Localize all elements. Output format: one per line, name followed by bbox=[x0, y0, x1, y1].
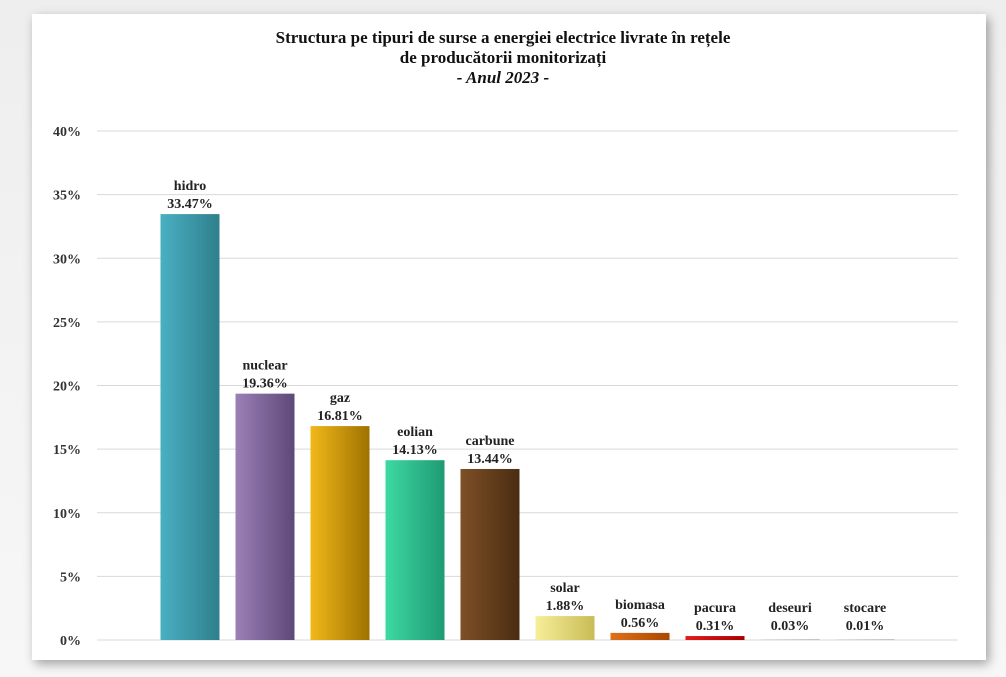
bar-category-label: carbune bbox=[466, 434, 515, 449]
y-tick-label: 10% bbox=[53, 507, 81, 522]
bar-solar bbox=[535, 616, 595, 640]
y-tick-label: 15% bbox=[53, 443, 81, 458]
y-tick-label: 30% bbox=[53, 252, 81, 267]
bar-pacura bbox=[685, 636, 745, 640]
bar-hidro bbox=[160, 214, 220, 641]
bar-category-label: biomasa bbox=[615, 598, 665, 613]
bar-stocare bbox=[835, 639, 895, 640]
bar-category-label: eolian bbox=[397, 425, 433, 440]
bar-category-label: hidro bbox=[174, 179, 206, 194]
y-tick-label: 40% bbox=[53, 125, 81, 140]
bar-value-label: 19.36% bbox=[242, 377, 288, 392]
bar-value-label: 1.88% bbox=[546, 599, 585, 614]
y-tick-label: 20% bbox=[53, 380, 81, 395]
bar-biomasa bbox=[610, 632, 670, 640]
bar-value-label: 0.31% bbox=[696, 619, 735, 634]
bar-deseuri bbox=[760, 639, 820, 640]
y-tick-label: 5% bbox=[60, 570, 81, 585]
y-tick-label: 25% bbox=[53, 316, 81, 331]
bar-eolian bbox=[385, 460, 445, 640]
bar-value-label: 33.47% bbox=[167, 197, 213, 212]
bar-value-label: 0.01% bbox=[846, 619, 885, 634]
chart-title-line-1: Structura pe tipuri de surse a energiei … bbox=[275, 28, 731, 47]
bars bbox=[160, 214, 895, 641]
bar-value-label: 0.03% bbox=[771, 619, 810, 634]
bar-labels: hidro 33.47% nuclear 19.36% gaz 16.81% eolian 1… bbox=[167, 179, 886, 634]
y-axis-ticks: 0% 5% 10% 15% 20% 25% 30% 35% 40% bbox=[53, 125, 81, 649]
bar-value-label: 13.44% bbox=[467, 452, 513, 467]
y-tick-label: 35% bbox=[53, 189, 81, 204]
bar-carbune bbox=[460, 468, 520, 640]
chart-title-line-3: - Anul 2023 - bbox=[456, 68, 550, 87]
bar-category-label: stocare bbox=[844, 601, 887, 616]
bar-category-label: gaz bbox=[330, 391, 350, 406]
bar-category-label: pacura bbox=[694, 601, 736, 616]
bar-value-label: 16.81% bbox=[317, 409, 363, 424]
gridlines bbox=[97, 130, 958, 641]
y-tick-label: 0% bbox=[60, 634, 81, 649]
bar-value-label: 0.56% bbox=[621, 616, 660, 631]
bar-gaz bbox=[310, 426, 370, 640]
chart-title-line-2: de producătorii monitorizați bbox=[399, 48, 607, 67]
bar-category-label: solar bbox=[550, 581, 580, 596]
bar-value-label: 14.13% bbox=[392, 443, 438, 458]
bar-category-label: nuclear bbox=[242, 359, 287, 374]
chart-title: Structura pe tipuri de surse a energiei … bbox=[0, 28, 1006, 88]
bar-category-label: deseuri bbox=[768, 601, 812, 616]
bar-nuclear bbox=[235, 393, 295, 640]
